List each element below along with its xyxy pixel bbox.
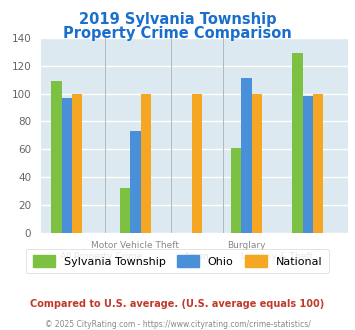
Text: 2019 Sylvania Township: 2019 Sylvania Township — [79, 12, 276, 26]
Bar — [231, 148, 241, 233]
Bar — [302, 96, 313, 233]
Text: Motor Vehicle Theft: Motor Vehicle Theft — [91, 241, 179, 250]
Text: All Property Crime: All Property Crime — [60, 252, 142, 261]
Bar — [292, 53, 302, 233]
Bar — [313, 94, 323, 233]
Bar — [252, 94, 262, 233]
Text: Compared to U.S. average. (U.S. average equals 100): Compared to U.S. average. (U.S. average … — [31, 299, 324, 309]
Bar — [130, 131, 141, 233]
Text: Larceny & Theft: Larceny & Theft — [241, 252, 313, 261]
Bar — [51, 81, 62, 233]
Bar — [120, 188, 130, 233]
Bar — [72, 94, 82, 233]
Bar — [141, 94, 151, 233]
Text: Burglary: Burglary — [227, 241, 266, 250]
Bar — [62, 98, 72, 233]
Legend: Sylvania Township, Ohio, National: Sylvania Township, Ohio, National — [26, 248, 329, 273]
Text: Property Crime Comparison: Property Crime Comparison — [63, 26, 292, 41]
Text: © 2025 CityRating.com - https://www.cityrating.com/crime-statistics/: © 2025 CityRating.com - https://www.city… — [45, 320, 310, 329]
Bar — [192, 94, 202, 233]
Bar — [241, 78, 252, 233]
Text: Arson: Arson — [184, 252, 209, 261]
